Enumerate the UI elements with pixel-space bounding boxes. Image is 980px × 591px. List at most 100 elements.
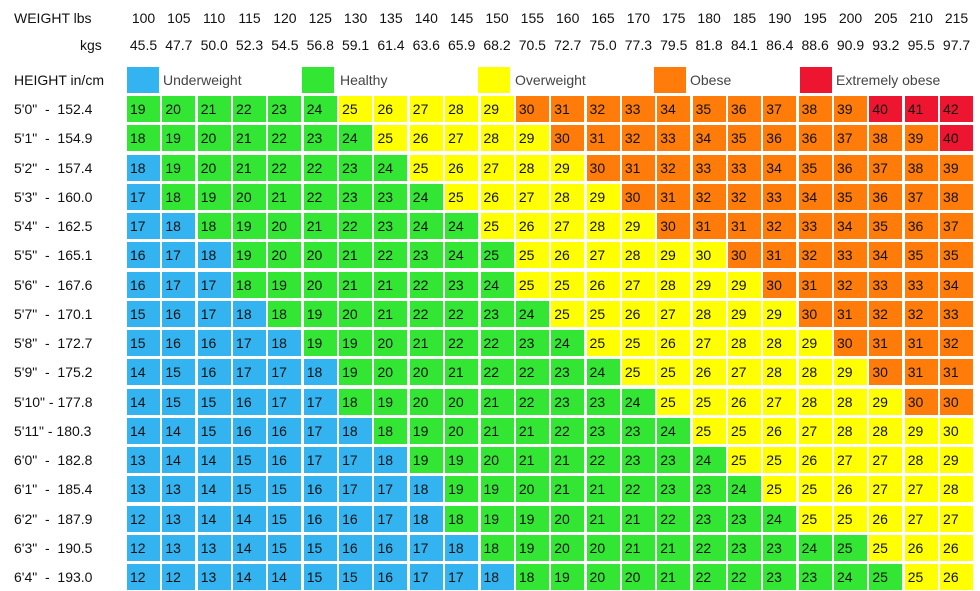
bmi-cell: 15: [197, 417, 231, 444]
bmi-cell: 25: [515, 242, 549, 269]
bmi-cell: 17: [303, 417, 337, 444]
bmi-cell: 26: [692, 359, 726, 386]
kgs-tick: 61.4: [377, 37, 405, 53]
bmi-cell: 36: [869, 183, 903, 210]
bmi-cell: 33: [727, 154, 761, 181]
kgs-tick: 65.9: [448, 37, 476, 53]
bmi-cell: 27: [940, 505, 974, 532]
bmi-cell: 21: [233, 125, 267, 152]
bmi-cell: 33: [869, 271, 903, 298]
lbs-tick: 100: [131, 10, 156, 26]
bmi-cell: 23: [621, 447, 655, 473]
lbs-tick: 105: [167, 10, 191, 26]
bmi-cell: 20: [409, 388, 443, 415]
bmi-cell: 28: [515, 154, 549, 181]
bmi-cell: 19: [551, 564, 585, 590]
bmi-cell: 24: [727, 476, 761, 503]
bmi-cell: 27: [904, 476, 938, 503]
bmi-cell: 22: [480, 330, 514, 356]
bmi-cell: 30: [621, 183, 655, 210]
bmi-cell: 24: [409, 213, 443, 239]
lbs-tick: 135: [379, 10, 403, 26]
bmi-cell: 16: [162, 330, 196, 356]
bmi-cell: 28: [834, 388, 867, 415]
lbs-tick: 160: [556, 10, 580, 26]
lbs-tick: 145: [449, 10, 474, 26]
bmi-cell: 21: [374, 271, 408, 298]
lbs-tick: 155: [520, 10, 545, 26]
bmi-cell: 26: [940, 534, 974, 561]
bmi-cell: 32: [869, 300, 903, 327]
legend-swatch-obese: [654, 67, 686, 93]
bmi-cell: 18: [445, 534, 479, 561]
bmi-cell: 36: [798, 125, 832, 152]
bmi-cell: 25: [763, 447, 797, 473]
bmi-cell: 12: [127, 564, 160, 590]
bmi-cell: 14: [233, 505, 267, 532]
bmi-cell: 28: [586, 213, 620, 239]
bmi-cell: 26: [904, 534, 938, 561]
bmi-cell: 16: [303, 505, 337, 532]
bmi-cell: 15: [233, 447, 267, 473]
bmi-cell: 20: [197, 125, 231, 152]
bmi-cell: 22: [409, 300, 443, 327]
bmi-cell: 29: [551, 154, 585, 181]
bmi-cell: 27: [727, 359, 761, 386]
bmi-cell: 18: [127, 125, 160, 152]
bmi-cell: 26: [515, 213, 549, 239]
bmi-cell: 27: [798, 417, 832, 444]
bmi-cell: 20: [515, 476, 549, 503]
bmi-cell: 34: [834, 213, 867, 239]
bmi-cell: 28: [763, 359, 797, 386]
bmi-cell: 28: [657, 271, 691, 298]
bmi-cell: 26: [657, 330, 691, 356]
bmi-cell: 20: [480, 447, 514, 473]
bmi-cell: 20: [586, 534, 620, 561]
bmi-cell: 24: [586, 359, 620, 386]
bmi-cell: 19: [339, 330, 373, 356]
bmi-cell: 15: [268, 505, 302, 532]
bmi-cell: 23: [303, 125, 337, 152]
bmi-cell: 30: [551, 125, 585, 152]
bmi-cell: 18: [445, 505, 479, 532]
bmi-cell: 25: [621, 359, 655, 386]
bmi-cell: 21: [515, 417, 549, 444]
bmi-cell: 27: [657, 300, 691, 327]
bmi-cell: 26: [869, 505, 903, 532]
kgs-tick: 81.8: [695, 37, 723, 53]
bmi-cell: 19: [515, 534, 549, 561]
lbs-tick: 190: [768, 10, 792, 26]
kgs-tick: 72.7: [554, 37, 582, 53]
lbs-tick: 200: [838, 10, 863, 26]
bmi-cell: 18: [197, 213, 231, 239]
bmi-cell: 19: [233, 242, 267, 269]
bmi-cell: 24: [480, 271, 514, 298]
bmi-cell: 14: [127, 388, 160, 415]
bmi-cell: 27: [763, 388, 797, 415]
bmi-cell: 29: [834, 359, 867, 386]
height-row-label: 5'5" - 165.1: [14, 247, 93, 264]
bmi-cell: 42: [940, 96, 974, 122]
lbs-tick: 205: [874, 10, 898, 26]
kgs-tick: 50.0: [200, 37, 228, 53]
bmi-cell: 16: [233, 388, 267, 415]
bmi-cell: 23: [657, 447, 691, 473]
bmi-cell: 31: [692, 213, 726, 239]
bmi-cell: 16: [233, 417, 267, 444]
lbs-tick: 175: [662, 10, 686, 26]
bmi-cell: 22: [727, 564, 761, 590]
lbs-tick: 110: [203, 10, 226, 26]
bmi-cell: 21: [268, 183, 302, 210]
bmi-cell: 38: [869, 125, 903, 152]
bmi-cell: 19: [268, 271, 302, 298]
bmi-cell: 35: [727, 125, 761, 152]
kgs-tick: 56.8: [306, 37, 334, 53]
bmi-cell: 26: [940, 564, 974, 590]
height-row-label: 5'3" - 160.0: [14, 188, 93, 205]
bmi-cell: 38: [904, 154, 938, 181]
kgs-tick: 88.6: [801, 37, 829, 53]
legend-label: Obese: [690, 72, 732, 88]
height-row-label: 5'1" - 154.9: [14, 130, 93, 147]
bmi-cell: 17: [339, 476, 373, 503]
bmi-cell: 29: [763, 300, 797, 327]
